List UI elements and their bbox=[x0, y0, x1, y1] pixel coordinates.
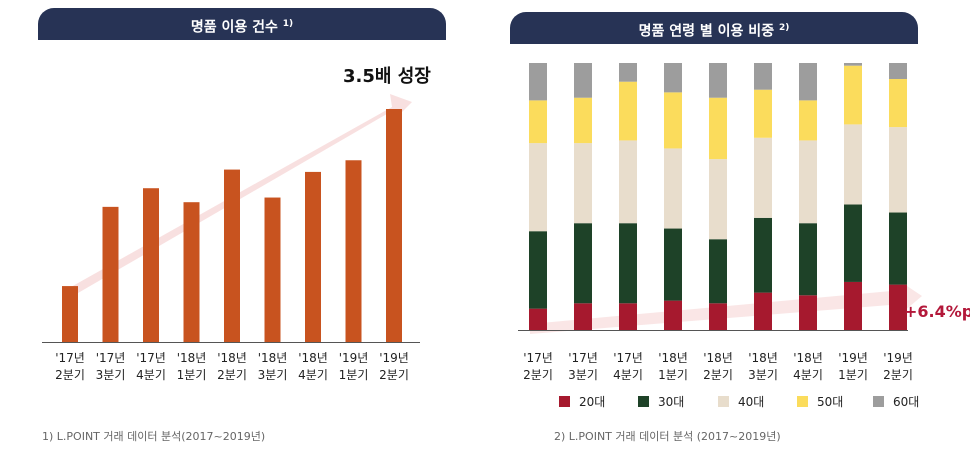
right-stack-segment bbox=[574, 97, 592, 144]
left-bar bbox=[102, 206, 119, 342]
left-bar bbox=[143, 188, 159, 342]
right-tick-label: '19년 1분기 bbox=[838, 351, 868, 382]
right-stack-segment bbox=[844, 204, 862, 282]
right-stack-segment bbox=[799, 63, 817, 101]
left-tick-label: '19년 2분기 bbox=[379, 351, 409, 382]
right-stack-segment bbox=[619, 303, 637, 330]
legend-label: 40대 bbox=[738, 395, 764, 409]
left-footnote: 1) L.POINT 거래 데이터 분석(2017~2019년) bbox=[42, 430, 266, 443]
right-stack-segment bbox=[844, 65, 862, 125]
right-stack-segment bbox=[664, 148, 682, 229]
right-tick-label: '18년 2분기 bbox=[703, 351, 733, 382]
left-tick-label: '17년 4분기 bbox=[136, 351, 166, 382]
right-stack-segment bbox=[664, 228, 682, 301]
right-tick-label: '17년 3분기 bbox=[568, 351, 598, 382]
legend-swatch bbox=[797, 396, 808, 407]
right-stack-segment bbox=[754, 89, 772, 138]
right-stack-segment bbox=[844, 124, 862, 205]
left-tick-label: '18년 3분기 bbox=[258, 351, 288, 382]
left-tick-label: '19년 1분기 bbox=[339, 351, 369, 382]
left-bar bbox=[345, 160, 362, 342]
left-bar bbox=[386, 109, 402, 342]
right-stack-segment bbox=[889, 79, 907, 128]
right-stack-segment bbox=[709, 159, 727, 240]
right-tick-label: '18년 1분기 bbox=[658, 351, 688, 382]
right-stack-segment bbox=[889, 127, 907, 213]
legend-swatch bbox=[559, 396, 570, 407]
right-chart-title: 명품 연령 별 이용 비중 bbox=[638, 23, 775, 40]
right-stack-segment bbox=[889, 63, 907, 80]
right-stack-segment bbox=[619, 223, 637, 304]
right-stack-segment bbox=[574, 223, 592, 304]
left-tick-label: '17년 3분기 bbox=[96, 351, 126, 382]
right-stack-segment bbox=[844, 281, 862, 330]
right-tick-label: '18년 4분기 bbox=[793, 351, 823, 382]
left-panel-header: 명품 이용 건수 1) bbox=[38, 8, 446, 40]
left-bar bbox=[62, 286, 78, 342]
left-growth-label: 3.5배 성장 bbox=[343, 66, 431, 87]
legend-label: 20대 bbox=[579, 395, 605, 409]
left-tick-label: '18년 2분기 bbox=[217, 351, 247, 382]
right-tick-label: '18년 3분기 bbox=[748, 351, 778, 382]
left-tick-label: '18년 1분기 bbox=[177, 351, 207, 382]
legend-label: 50대 bbox=[817, 395, 843, 409]
right-title-note: 2) bbox=[778, 23, 790, 33]
right-stack-segment bbox=[619, 63, 637, 82]
right-stack-segment bbox=[799, 223, 817, 296]
legend-label: 30대 bbox=[658, 395, 684, 409]
right-stack-segment bbox=[574, 143, 592, 224]
right-tick-label: '19년 2분기 bbox=[883, 351, 913, 382]
right-tick-label: '17년 2분기 bbox=[523, 351, 553, 382]
right-stack-segment bbox=[619, 140, 637, 224]
left-bar bbox=[224, 169, 240, 342]
left-bar bbox=[305, 171, 321, 342]
right-stack-segment bbox=[799, 295, 817, 330]
left-bar bbox=[264, 197, 281, 342]
right-stack-segment bbox=[799, 100, 817, 141]
left-tick-label: '17년 2분기 bbox=[55, 351, 85, 382]
right-stack-segment bbox=[529, 63, 547, 101]
right-stack-segment bbox=[664, 92, 682, 149]
right-stack-segment bbox=[664, 63, 682, 93]
right-stack-segment bbox=[529, 143, 547, 232]
right-growth-label: +6.4%p bbox=[904, 302, 970, 321]
left-chart-title: 명품 이용 건수 bbox=[190, 19, 278, 36]
right-stack-segment bbox=[709, 63, 727, 98]
right-stack-segment bbox=[619, 81, 637, 141]
right-stack-segment bbox=[664, 300, 682, 330]
right-stack-segment bbox=[844, 63, 862, 66]
right-stack-segment bbox=[574, 303, 592, 330]
right-stack-segment bbox=[709, 303, 727, 330]
right-stack-segment bbox=[754, 217, 772, 293]
right-stack-segment bbox=[754, 292, 772, 330]
right-stack-segment bbox=[889, 212, 907, 285]
left-tick-label: '18년 4분기 bbox=[298, 351, 328, 382]
legend-swatch bbox=[718, 396, 729, 407]
right-footnote: 2) L.POINT 거래 데이터 분석 (2017~2019년) bbox=[554, 430, 781, 443]
right-stack-segment bbox=[799, 140, 817, 224]
legend-swatch bbox=[873, 396, 884, 407]
left-title-note: 1) bbox=[282, 19, 294, 29]
left-bar bbox=[183, 202, 200, 342]
legend-label: 60대 bbox=[893, 395, 919, 409]
right-stack-segment bbox=[754, 137, 772, 218]
right-tick-label: '17년 4분기 bbox=[613, 351, 643, 382]
right-stack-segment bbox=[889, 284, 907, 330]
right-stack-segment bbox=[529, 308, 547, 330]
right-stack-segment bbox=[754, 63, 772, 90]
right-stack-segment bbox=[574, 63, 592, 98]
legend-swatch bbox=[638, 396, 649, 407]
right-stack-segment bbox=[529, 231, 547, 309]
right-stack-segment bbox=[529, 100, 547, 144]
right-stack-segment bbox=[709, 239, 727, 304]
right-panel-header: 명품 연령 별 이용 비중 2) bbox=[510, 12, 918, 44]
right-stack-segment bbox=[709, 97, 727, 160]
